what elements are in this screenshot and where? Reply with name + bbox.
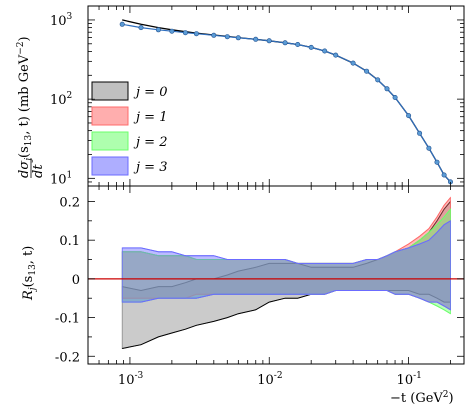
data-point [253, 36, 259, 42]
bylabel-sub: j [28, 287, 38, 292]
data-point [350, 60, 356, 66]
y-tick-label: 0.2 [59, 195, 80, 210]
data-point [282, 40, 288, 46]
x-tick-label: 10-2 [257, 371, 282, 388]
xlabel-close: ) [449, 391, 454, 406]
bottom-x-tick-labels: 10-3 10-2 10-1 [118, 371, 422, 388]
ylabel-sup: −2 [16, 42, 26, 55]
bottom-ylabel: Rj(s13, t) [21, 246, 38, 301]
legend-swatch-j3 [91, 156, 129, 176]
legend-swatch-j1 [91, 106, 129, 126]
data-point [235, 35, 241, 41]
data-point [406, 113, 412, 119]
data-point [384, 86, 390, 92]
legend-label-j1: j = 1 [133, 110, 167, 125]
bylabel-args2: , t) [21, 246, 36, 265]
legend-label-j0: j = 0 [133, 85, 167, 100]
top-panel: 101 102 103 j = 0 j = 1 j = 2 j = 3 dσj(s13, … [16, 5, 465, 187]
bottom-series-group [88, 196, 464, 349]
legend-swatch-j0 [91, 81, 129, 101]
xlabel-main: −t (GeV [390, 391, 443, 406]
top-ylabel-left: dσj(s13, t) (mb GeV−2) [16, 36, 34, 178]
data-point [169, 28, 175, 34]
data-point [441, 172, 447, 178]
legend-swatch-j2 [91, 131, 129, 151]
data-point [295, 41, 301, 47]
data-point [211, 32, 217, 38]
y-tick-label: 101 [50, 170, 72, 187]
y-tick-label: 102 [50, 91, 72, 108]
ylabel-close: ) [17, 36, 32, 41]
top-series-group [119, 19, 453, 185]
data-point [182, 30, 188, 36]
y-tick-label: 0 [72, 273, 80, 288]
legend-label-j2: j = 2 [133, 135, 167, 150]
data-point [375, 77, 381, 83]
data-point [119, 21, 125, 27]
legend-label-j3: j = 3 [133, 160, 167, 175]
data-point [322, 48, 328, 54]
ylabel-den: dt [31, 164, 46, 178]
data-point [155, 27, 161, 33]
band-lower-j3 [122, 290, 451, 311]
bylabel-args: (s [21, 276, 36, 288]
x-axis-label: −t (GeV2) [390, 390, 454, 406]
bottom-panel-frame [87, 185, 465, 365]
y-tick-label: -0.1 [55, 312, 80, 327]
top-ylabel-den: dt [31, 164, 46, 178]
bylabel-main: R [21, 290, 36, 301]
top-ticks [87, 6, 464, 187]
x-tick-label: 10-3 [118, 371, 144, 388]
band-upper-j3 [122, 220, 451, 264]
y-tick-label: 103 [50, 12, 73, 29]
data-point [224, 34, 230, 40]
data-point [417, 130, 423, 136]
ylabel-args2: , t) (mb GeV [17, 54, 32, 135]
y-tick-label: 0.1 [59, 234, 80, 249]
bottom-ticks [87, 186, 464, 364]
data-point [364, 68, 370, 74]
bylabel-sub13: 13 [28, 264, 38, 276]
x-tick-label: 10-1 [397, 371, 422, 388]
data-point [426, 145, 432, 151]
bottom-y-tick-labels: -0.2 -0.1 0 0.1 0.2 [55, 195, 80, 365]
ylabel-num: dσ [17, 160, 32, 178]
data-line [122, 23, 451, 183]
data-point [333, 52, 339, 58]
data-point [193, 31, 199, 37]
top-y-axis-label: dσj(s13, t) (mb GeV−2) dt [16, 36, 46, 178]
data-point [392, 95, 398, 101]
data-point [138, 25, 144, 31]
legend: j = 0 j = 1 j = 2 j = 3 [91, 81, 167, 176]
ylabel-sub-j: j [24, 158, 34, 163]
bottom-panel: -0.2-0.100.10.2 10-3 10-2 10-1 Rj(s13, t) … [21, 185, 465, 406]
ylabel-args: (s [17, 146, 32, 158]
y-tick-label: -0.2 [55, 350, 80, 365]
data-point [434, 159, 440, 165]
ylabel-sub-13: 13 [24, 135, 34, 147]
xlabel-sup: 2 [443, 390, 449, 400]
top-y-tick-labels: 101 102 103 [50, 12, 73, 187]
data-point [308, 44, 314, 50]
bottom-y-axis-label: Rj(s13, t) [21, 246, 38, 301]
data-point [266, 38, 272, 44]
